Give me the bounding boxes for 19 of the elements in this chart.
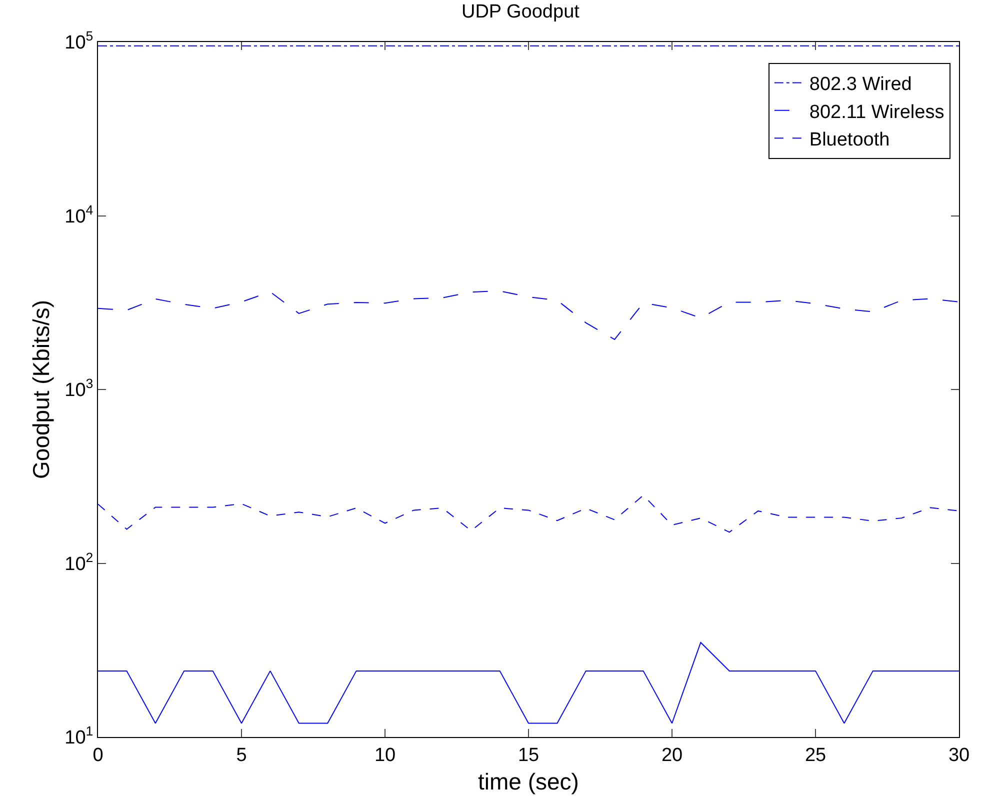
x-tick-label: 30 bbox=[948, 744, 970, 766]
x-tick-label: 5 bbox=[236, 744, 247, 766]
x-tick-label: 0 bbox=[92, 744, 104, 766]
x-tick-label: 10 bbox=[374, 744, 396, 766]
x-tick-label: 20 bbox=[661, 744, 683, 766]
legend-label: Bluetooth bbox=[809, 130, 890, 151]
x-tick-label: 25 bbox=[804, 744, 826, 766]
y-tick-label: 10$^{3}$ bbox=[64, 376, 94, 402]
x-axis-title: time (sec) bbox=[478, 768, 579, 794]
y-tick-label: 10$^{4}$ bbox=[64, 202, 94, 228]
legend-label: 802.3 Wired bbox=[809, 74, 912, 96]
y-tick-label: 10$^{5}$ bbox=[64, 28, 94, 54]
x-tick-label: 15 bbox=[518, 744, 540, 766]
y-tick-label: 10$^{1}$ bbox=[64, 724, 94, 749]
line-series bbox=[98, 494, 959, 533]
y-tick-label: 10$^{2}$ bbox=[64, 550, 94, 575]
chart-title: UDP Goodput bbox=[461, 1, 580, 22]
legend-label: 802.11 Wireless bbox=[809, 102, 944, 123]
y-axis-title: Goodput (Kbits/s) bbox=[28, 300, 54, 479]
